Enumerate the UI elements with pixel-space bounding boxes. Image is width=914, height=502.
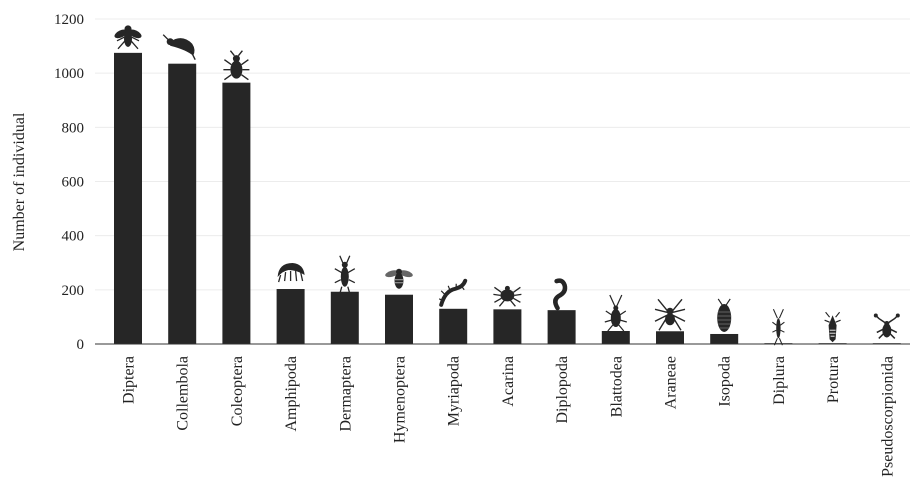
x-tick-label: Diplopoda <box>554 356 571 424</box>
x-tick-label: Diptera <box>121 356 138 404</box>
y-tick-label: 800 <box>62 120 85 136</box>
taxon-icons <box>114 25 900 346</box>
bar-diptera <box>114 52 142 345</box>
bar-collembola <box>168 63 197 344</box>
bar-dermaptera <box>330 291 359 344</box>
x-tick-label: Amphipoda <box>283 356 300 432</box>
bar-diplopoda <box>547 310 576 344</box>
x-tick-label: Diplura <box>771 356 788 405</box>
x-tick-label: Coleoptera <box>229 356 246 426</box>
x-tick-label: Araneae <box>663 356 680 409</box>
y-tick-label: 1200 <box>54 12 84 28</box>
bee-icon <box>385 268 413 289</box>
y-tick-label: 600 <box>62 175 85 191</box>
centipede-icon <box>438 278 468 307</box>
x-tick-label: Protura <box>825 356 842 403</box>
dipluran-icon <box>772 308 785 346</box>
y-axis-title: Number of individual <box>11 112 28 251</box>
bar-coleoptera <box>222 82 251 344</box>
woodlouse-icon <box>717 298 732 332</box>
proturan-icon <box>824 311 841 343</box>
y-tick-label: 400 <box>62 229 85 245</box>
x-tick-label: Collembola <box>175 356 192 431</box>
bars <box>114 52 901 345</box>
x-tick-label: Hymenoptera <box>392 356 409 443</box>
y-tick-label: 200 <box>62 283 85 299</box>
bar-myriapoda <box>439 308 468 344</box>
amphipod-icon <box>277 263 305 283</box>
millipede-icon <box>553 278 568 311</box>
gridlines <box>95 18 910 291</box>
x-tick-label: Acarina <box>500 356 517 407</box>
bar-acarina <box>493 309 522 344</box>
spider-icon <box>654 298 686 331</box>
y-tick-label: 0 <box>77 337 85 353</box>
fly-icon <box>114 25 142 50</box>
bar-amphipoda <box>276 289 305 344</box>
bar-araneae <box>656 331 684 344</box>
y-axis-ticks: 0 200 400 600 800 1000 1200 <box>54 12 84 353</box>
cockroach-icon <box>604 294 627 332</box>
earwig-icon <box>334 255 356 294</box>
pseudoscorpion-icon <box>873 313 900 339</box>
x-tick-label: Isopoda <box>717 356 734 407</box>
x-axis-category-labels: Diptera Collembola Coleoptera Amphipoda Derm… <box>121 356 897 477</box>
x-tick-label: Pseudoscorpionida <box>879 356 896 477</box>
y-tick-label: 1000 <box>54 66 84 82</box>
springtail-icon <box>162 34 196 61</box>
x-tick-label: Myriapoda <box>446 356 463 426</box>
mite-icon <box>493 285 522 307</box>
x-tick-label: Blattodea <box>608 356 625 417</box>
beetle-icon <box>223 50 250 81</box>
bar-hymenoptera <box>385 294 413 344</box>
bar-isopoda <box>710 333 739 344</box>
bar-blattodea <box>601 331 630 344</box>
x-tick-label: Dermaptera <box>337 356 354 432</box>
